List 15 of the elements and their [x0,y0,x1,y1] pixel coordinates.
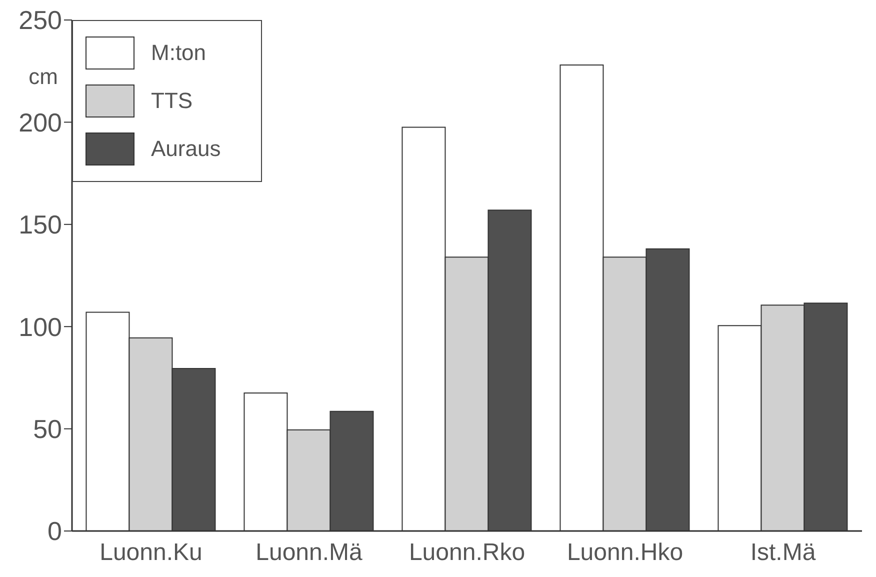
x-tick-label: Luonn.Mä [256,539,364,566]
legend-label: Auraus [151,136,221,162]
y-tick-label: 200 [18,107,62,138]
y-tick-label: 250 [18,5,62,36]
y-tick-label: 50 [33,414,62,444]
y-axis-title: cm [28,64,58,89]
y-tick-label: 150 [18,210,62,240]
legend-label: M:ton [151,40,206,66]
x-tick-label: Ist.Mä [750,539,816,566]
x-tick-label: Luonn.Hko [566,539,684,566]
x-tick-label: Luonn.Ku [100,539,202,566]
legend-label: TTS [151,88,193,114]
y-tick-label: 100 [18,312,62,342]
y-tick-label: 0 [48,516,62,546]
x-tick-label: Luonn.Rko [408,539,526,566]
